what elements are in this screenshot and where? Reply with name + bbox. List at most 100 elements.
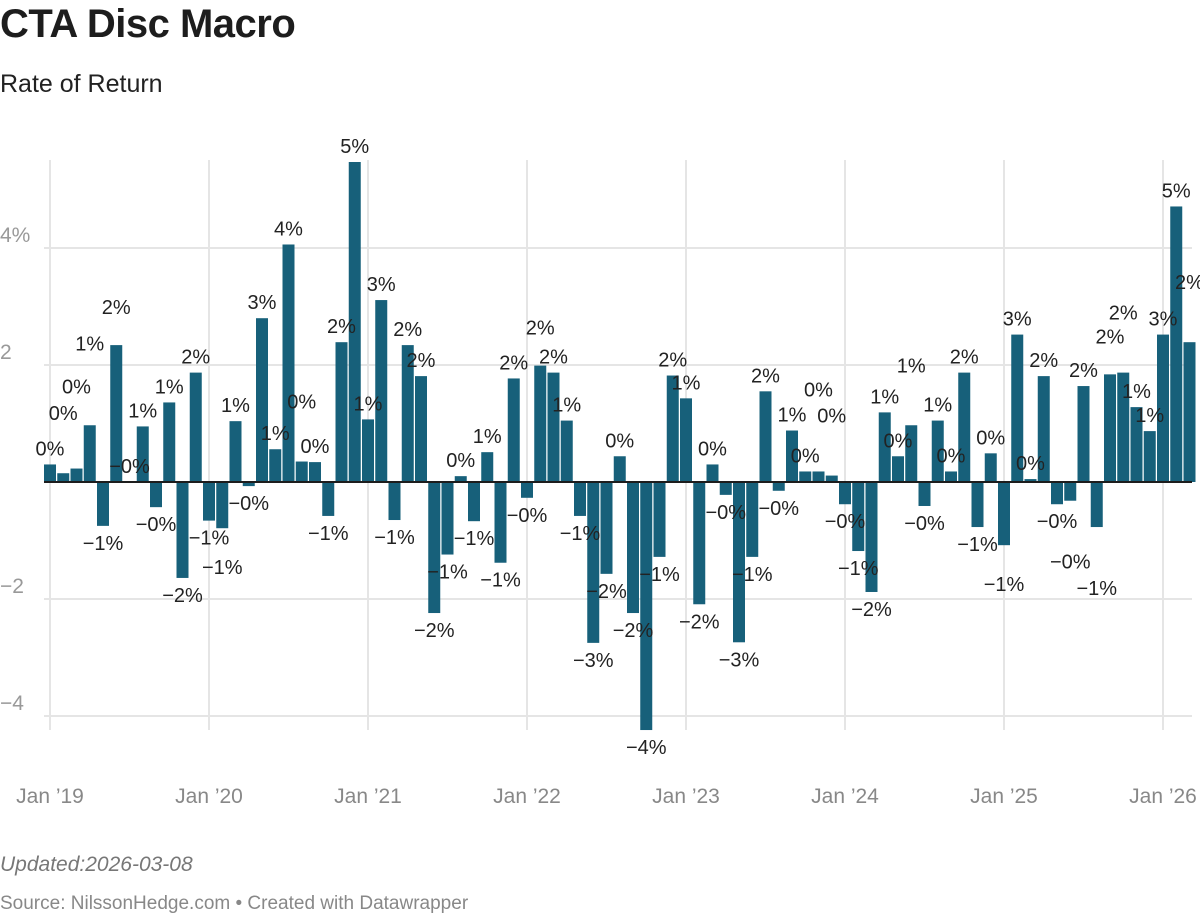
bar [507, 378, 520, 482]
bar [428, 482, 441, 614]
bar [441, 482, 454, 555]
x-tick-label: Jan ’20 [175, 785, 243, 808]
bar [362, 419, 374, 482]
data-label: 2% [327, 316, 356, 338]
bar-chart: 0% 0% 0% 1% −1% 2% −0% 1% −0% 1% −2% 2% −1% −1% 1% −0% 3… [0, 136, 1200, 808]
bar [892, 456, 904, 482]
data-label: 1% [261, 423, 290, 445]
bar [680, 398, 692, 482]
data-label: 0% [1016, 453, 1045, 475]
bar [971, 482, 984, 528]
data-label: 2% [950, 347, 979, 369]
data-label: −1% [1076, 578, 1117, 600]
bar [1011, 334, 1024, 482]
bar [229, 421, 242, 482]
data-label: 0% [804, 379, 833, 401]
data-label: 0% [301, 436, 330, 458]
bar [1104, 374, 1116, 482]
bar [560, 420, 573, 482]
bar [269, 449, 282, 482]
data-label: −3% [719, 649, 760, 671]
data-label: −4% [626, 737, 667, 759]
bar [600, 482, 613, 574]
data-label: −1% [639, 564, 680, 586]
data-label: 3% [248, 292, 277, 314]
data-label: −1% [308, 523, 349, 545]
bar [282, 244, 295, 482]
bar [401, 345, 414, 482]
data-label: 2% [1175, 272, 1200, 294]
bar [931, 420, 944, 482]
data-label: 3% [367, 274, 396, 296]
data-label: −1% [454, 528, 495, 550]
bar [852, 482, 865, 552]
data-label: −2% [414, 620, 455, 642]
data-label: 2% [1029, 350, 1058, 372]
data-label: 1% [473, 426, 502, 448]
bar [335, 342, 348, 482]
axis-labels: 4% 2 −2 −4 Jan ’19 Jan ’20 Jan ’21 Jan ’22 Jan ’… [0, 224, 1197, 808]
bar [547, 372, 560, 482]
x-tick-label: Jan ’25 [970, 785, 1038, 808]
data-label: −0% [705, 502, 746, 524]
bar [666, 375, 679, 482]
bar [203, 482, 215, 521]
data-label: 2% [181, 347, 210, 369]
bar [1037, 376, 1050, 482]
data-label: −2% [851, 599, 892, 621]
bar [719, 482, 732, 495]
bar [945, 471, 957, 482]
data-label: 1% [778, 405, 807, 427]
bar [57, 473, 70, 482]
data-label: 2% [499, 352, 528, 374]
x-tick-label: Jan ’21 [334, 785, 402, 808]
bar [640, 482, 653, 731]
bar [772, 482, 785, 491]
data-label: 2% [407, 350, 436, 372]
bar [706, 464, 719, 482]
bar [1064, 482, 1077, 501]
bar [1143, 431, 1156, 482]
bar [799, 471, 812, 482]
data-label: −2% [679, 611, 720, 633]
data-label: 0% [937, 445, 966, 467]
data-label: −1% [732, 564, 773, 586]
data-label: −1% [202, 557, 243, 579]
data-label: −0% [136, 514, 177, 536]
bar [998, 482, 1010, 546]
data-label: 3% [1003, 309, 1032, 331]
data-label: 2% [526, 318, 555, 340]
data-label: −0% [904, 513, 945, 535]
data-label: −1% [480, 570, 521, 592]
data-label: −0% [1050, 552, 1091, 574]
bar [825, 475, 838, 482]
bar [150, 482, 162, 508]
bar [70, 468, 83, 482]
bar [693, 482, 706, 605]
data-label: 0% [287, 392, 316, 414]
bar [481, 452, 494, 482]
bar [44, 464, 56, 482]
data-label: −1% [83, 533, 124, 555]
bar [839, 482, 851, 505]
data-label: 4% [274, 218, 303, 240]
data-label: 0% [976, 427, 1005, 449]
bar [1024, 479, 1037, 482]
bar [83, 425, 96, 482]
bar [534, 365, 547, 482]
chart-subtitle: Rate of Return [0, 70, 163, 98]
data-label: −1% [374, 527, 415, 549]
bar [242, 482, 255, 487]
data-label: 2% [539, 347, 568, 369]
bar [97, 482, 109, 526]
x-tick-label: Jan ’26 [1129, 785, 1197, 808]
bar [216, 482, 229, 529]
data-label: 1% [870, 386, 899, 408]
bar [136, 426, 149, 482]
data-labels: 0% 0% 0% 1% −1% 2% −0% 1% −0% 1% −2% 2% −1% −1% 1% −0% 3… [36, 136, 1200, 759]
bar [521, 482, 533, 498]
source-credit: Source: NilssonHedge.com • Created with … [0, 893, 469, 914]
bar [176, 482, 189, 578]
chart-title: CTA Disc Macro [0, 2, 296, 46]
data-label: 2% [1109, 303, 1138, 325]
